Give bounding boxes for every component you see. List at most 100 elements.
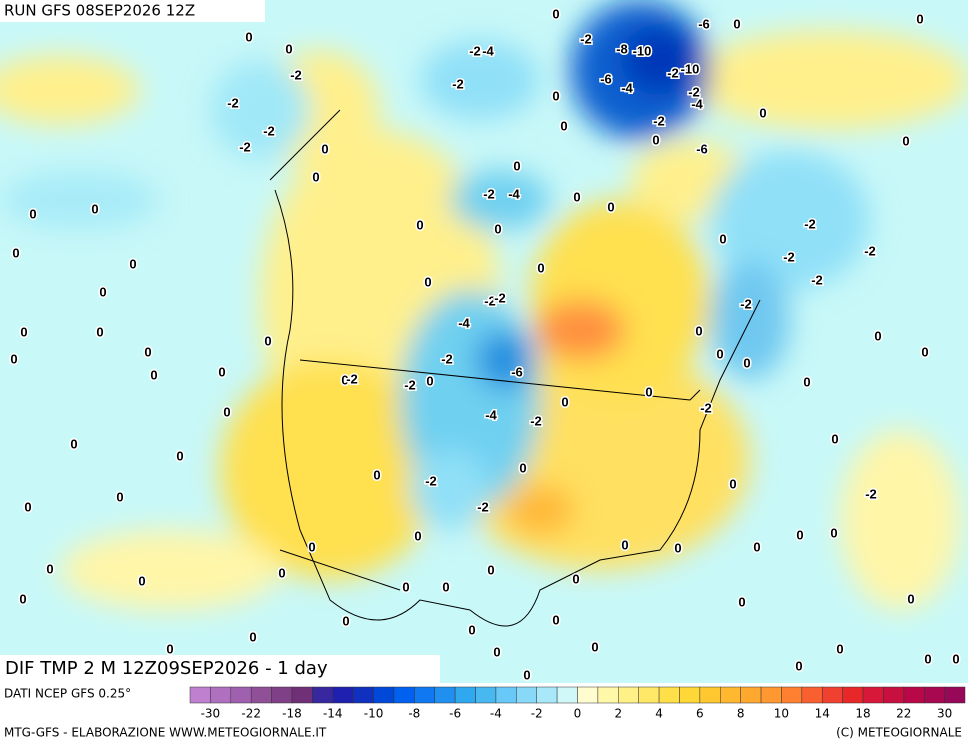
contour-label: 0 xyxy=(552,612,559,627)
contour-label: -2 xyxy=(580,31,592,46)
contour-label: -2 xyxy=(239,139,251,154)
contour-label: 0 xyxy=(308,539,315,554)
contour-label: 0 xyxy=(96,324,103,339)
contour-label: -2 xyxy=(783,249,795,264)
colorbar-swatch xyxy=(312,686,334,704)
contour-label: 0 xyxy=(537,260,544,275)
colorbar-swatch xyxy=(862,686,884,704)
contour-label: 0 xyxy=(729,476,736,491)
contour-label: -2 xyxy=(477,499,489,514)
colorbar-label: -30 xyxy=(201,707,221,721)
contour-label: 0 xyxy=(20,324,27,339)
contour-label: -2 xyxy=(653,113,665,128)
contour-label: -4 xyxy=(691,96,703,111)
contour-label: -6 xyxy=(511,364,523,379)
colorbar-swatch xyxy=(454,686,476,704)
colorbar-swatch xyxy=(516,686,537,704)
contour-label: 0 xyxy=(836,641,843,656)
contour-label: 0 xyxy=(803,374,810,389)
colorbar-swatch xyxy=(781,686,803,704)
contour-label: 0 xyxy=(416,217,423,232)
contour-label: 0 xyxy=(487,562,494,577)
contour-label: 0 xyxy=(150,367,157,382)
colorbar-label: -8 xyxy=(408,707,420,721)
contour-label: 0 xyxy=(249,629,256,644)
coastline xyxy=(269,109,761,627)
contour-label: 0 xyxy=(264,333,271,348)
colorbar-swatch xyxy=(250,686,272,704)
contour-label: 0 xyxy=(795,658,802,673)
contour-label: 0 xyxy=(424,274,431,289)
colorbar-label: 2 xyxy=(614,707,622,721)
footer-left: MTG-GFS - ELABORAZIONE WWW.METEOGIORNALE… xyxy=(4,726,327,740)
colorbar-label: 18 xyxy=(855,707,870,721)
contour-label: -2 xyxy=(530,413,542,428)
contour-label: 0 xyxy=(19,591,26,606)
contour-label: 0 xyxy=(321,141,328,156)
colorbar-swatch xyxy=(699,686,721,704)
contour-label: 0 xyxy=(129,256,136,271)
contour-label: 0 xyxy=(743,355,750,370)
contour-label: -2 xyxy=(425,473,437,488)
contour-label: 0 xyxy=(426,373,433,388)
colorbar-label: -4 xyxy=(490,707,502,721)
contour-label: 0 xyxy=(591,639,598,654)
colorbar-label: -6 xyxy=(449,707,461,721)
map-title: DIF TMP 2 M 12Z09SEP2026 - 1 day xyxy=(5,658,328,679)
contour-label: -6 xyxy=(696,141,708,156)
contour-label: -8 xyxy=(616,41,628,56)
source-label: DATI NCEP GFS 0.25° xyxy=(4,687,131,701)
contour-label: -2 xyxy=(290,67,302,82)
contour-label: 0 xyxy=(561,394,568,409)
colorbar-swatch xyxy=(393,686,415,704)
contour-label: 0 xyxy=(468,622,475,637)
colorbar-swatch xyxy=(414,686,435,704)
contour-label: -2 xyxy=(740,296,752,311)
contour-label: 0 xyxy=(519,460,526,475)
contour-label: 0 xyxy=(176,448,183,463)
contour-label: -2 xyxy=(469,43,481,58)
colorbar-swatch xyxy=(944,686,966,704)
contour-label: 0 xyxy=(373,467,380,482)
contour-label: -2 xyxy=(865,486,877,501)
colorbar-swatch xyxy=(618,686,639,704)
contour-label: -2 xyxy=(227,95,239,110)
contour-label: -4 xyxy=(508,186,520,201)
contour-label: -4 xyxy=(621,80,633,95)
colorbar-swatch xyxy=(536,686,558,704)
contour-label: -2 xyxy=(263,123,275,138)
contour-label: -6 xyxy=(698,16,710,31)
colorbar-label: -2 xyxy=(531,707,543,721)
contour-label: -2 xyxy=(494,290,506,305)
contour-label: 0 xyxy=(830,525,837,540)
colorbar-label: 14 xyxy=(815,707,830,721)
colorbar-swatch xyxy=(434,686,456,704)
colorbar-swatch xyxy=(883,686,905,704)
contour-label: -2 xyxy=(404,377,416,392)
map-field: RUN GFS 08SEP2026 12Z DIF TMP 2 M 12Z09S… xyxy=(0,0,968,683)
contour-label: 0 xyxy=(759,105,766,120)
contour-label: 0 xyxy=(166,641,173,656)
colorbar-swatch xyxy=(556,686,578,704)
contour-label: 0 xyxy=(442,579,449,594)
contour-label: 0 xyxy=(796,527,803,542)
colorbar-label: 10 xyxy=(774,707,789,721)
contour-label: 0 xyxy=(695,323,702,338)
contour-label: -2 xyxy=(864,243,876,258)
contour-label: -2 xyxy=(483,186,495,201)
colorbar-label: -14 xyxy=(323,707,343,721)
contour-label: -6 xyxy=(600,71,612,86)
contour-label: 0 xyxy=(924,651,931,666)
contour-label: 0 xyxy=(523,667,530,682)
colorbar-swatch xyxy=(821,686,843,704)
footer-right: (C) METEOGIORNALE xyxy=(836,726,962,740)
contour-label: 0 xyxy=(645,384,652,399)
colorbar-label: 8 xyxy=(737,707,745,721)
colorbar-swatch xyxy=(597,686,619,704)
contour-label: 0 xyxy=(552,6,559,21)
contour-label: -2 xyxy=(804,216,816,231)
contour-label: 0 xyxy=(223,404,230,419)
contour-label: 0 xyxy=(621,537,628,552)
run-label: RUN GFS 08SEP2026 12Z xyxy=(4,2,195,20)
